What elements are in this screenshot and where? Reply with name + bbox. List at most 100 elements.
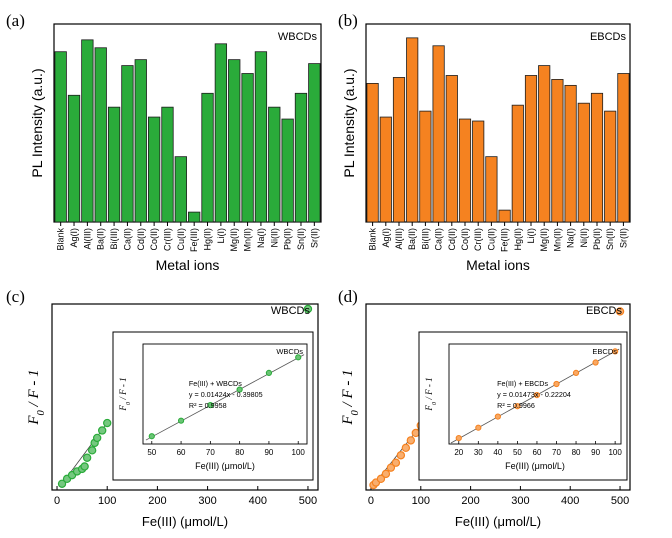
bar-Sr(II) <box>308 63 321 223</box>
bar-Cd(II) <box>445 75 458 223</box>
x-tick-label: Blank <box>56 228 66 251</box>
x-tick-label: Al(III) <box>394 228 404 250</box>
inset-data-point <box>265 369 273 376</box>
bar-Al(III) <box>392 77 406 223</box>
x-tick-label: Ca(II) <box>434 228 444 251</box>
data-point <box>411 428 421 438</box>
inset-y-axis-label: F0 / F - 1 <box>118 377 132 411</box>
legend-label: EBCDs <box>586 305 623 317</box>
inset-data-point <box>295 354 302 361</box>
inset-x-tick-label: 20 <box>454 448 463 457</box>
x-axis-label: Fe(III) (μmol/L) <box>142 514 228 529</box>
bar-Blank <box>54 51 67 223</box>
data-point <box>386 463 396 472</box>
bar-Mg(II) <box>228 59 241 223</box>
x-tick-label: Sr(II) <box>309 228 319 248</box>
data-point <box>80 462 89 471</box>
x-tick-label: Bi(III) <box>109 228 119 250</box>
bar-Cr(III) <box>161 106 174 223</box>
y-axis-label: PL Intensity (a.u.) <box>341 68 357 177</box>
x-tick-label: Sn(II) <box>605 228 615 250</box>
x-tick-label: Na(I) <box>566 228 576 248</box>
inset-data-point <box>455 434 462 442</box>
plot-frame <box>365 303 631 491</box>
bar-Ag(I) <box>379 116 392 223</box>
bar-Cu(II) <box>174 156 187 223</box>
inset-annotation-line: Fe(III) + EBCDs <box>497 379 548 388</box>
bar-Mn(II) <box>241 73 254 223</box>
inset-x-tick-label: 70 <box>206 448 215 457</box>
bar-Ba(II) <box>94 47 107 223</box>
x-tick-label: Li(I) <box>216 228 226 244</box>
x-tick-label: Mn(II) <box>552 228 562 252</box>
bar-Hg(II) <box>201 92 214 223</box>
data-point <box>401 443 411 453</box>
inset-data-point <box>572 369 580 376</box>
data-point <box>615 307 625 316</box>
data-point <box>92 433 102 443</box>
bar-chart-ebcds: Blank Ag(I) Al(III) Ba(II) Bi(III) Ca(II) Cd(I… <box>341 23 631 273</box>
legend-label: EBCDs <box>590 31 627 43</box>
inset-data-point <box>592 359 599 366</box>
x-tick-label: Mg(II) <box>539 228 549 252</box>
x-tick-label: Ag(I) <box>69 228 79 248</box>
x-tick-label: Pb(II) <box>283 228 293 250</box>
x-tick-label: Al(III) <box>82 228 92 250</box>
x-tick-label: Cu(II) <box>486 228 496 251</box>
bar-Sn(II) <box>604 110 617 223</box>
inset-x-tick-label: 100 <box>608 448 622 457</box>
x-tick-label: Hg(II) <box>203 228 213 251</box>
x-tick-label: Pb(II) <box>592 228 602 250</box>
inset-plot-frame <box>142 343 308 445</box>
inset-x-tick-label: 90 <box>591 448 600 457</box>
bar-Li(I) <box>214 43 228 223</box>
x-tick-label: Sr(II) <box>618 228 628 248</box>
bar-Sr(II) <box>617 73 630 223</box>
bar-Cr(III) <box>472 120 485 223</box>
bar-Ni(II) <box>268 106 281 223</box>
data-point <box>87 446 97 455</box>
bar-Ca(II) <box>432 45 445 223</box>
data-point <box>97 426 107 435</box>
x-tick-label: Fe(III) <box>500 228 510 252</box>
y-axis-label: F0 / F - 1 <box>26 369 47 425</box>
x-tick-label: Blank <box>368 228 378 251</box>
bar-Ca(II) <box>121 65 134 223</box>
data-point <box>82 453 92 462</box>
bar-Ba(II) <box>406 37 419 223</box>
inset-annotation-line: Fe(III) + WBCDs <box>189 379 242 388</box>
y-axis-label: PL Intensity (a.u.) <box>29 68 45 177</box>
bar-Fe(III) <box>498 209 511 223</box>
data-point <box>103 418 112 428</box>
scatter-chart-ebcds: 0 100 200 300 400 500 EBCDs F0 / F - 1 Fe(III) (… <box>340 303 631 529</box>
x-tick-label: Hg(II) <box>513 228 523 251</box>
inset-data-point <box>553 380 560 388</box>
data-point <box>406 436 416 445</box>
x-axis-label: Metal ions <box>156 257 220 273</box>
inset-frame <box>418 331 628 481</box>
inset-annotation-line: R² = 0.9966 <box>497 401 535 410</box>
bar-Na(I) <box>254 51 268 223</box>
bar-Bi(III) <box>107 106 121 223</box>
inset-data-point <box>475 424 482 431</box>
bar-Bi(III) <box>419 110 432 223</box>
x-tick-label: 0 <box>54 495 60 507</box>
x-tick-label: 100 <box>98 495 116 507</box>
bar-Mg(II) <box>538 65 551 223</box>
x-tick-label: Cd(II) <box>136 228 146 251</box>
legend-label: WBCDs <box>271 305 311 317</box>
bar-Al(III) <box>81 39 94 223</box>
x-tick-label: Ba(II) <box>407 228 417 250</box>
inset-data-point <box>148 433 155 440</box>
bar-Na(I) <box>564 84 577 223</box>
x-tick-label: 400 <box>249 495 267 507</box>
bar-Pb(II) <box>281 118 294 223</box>
inset-x-tick-label: 50 <box>147 448 156 457</box>
data-point <box>396 451 406 460</box>
bar-Sn(II) <box>294 92 308 223</box>
inset-chart: 20 30 40 50 60 70 80 90 100 EBCDs Fe(III) + EBCDs y… <box>418 331 628 481</box>
bar-Co(II) <box>458 118 472 223</box>
inset-data-point <box>207 402 214 409</box>
x-tick-label: 500 <box>299 495 317 507</box>
inset-legend-label: WBCDs <box>276 347 303 356</box>
